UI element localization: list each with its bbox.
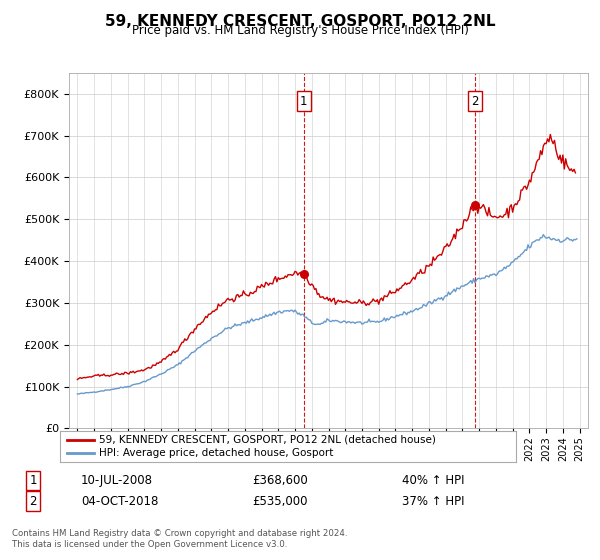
Text: £368,600: £368,600 xyxy=(252,474,308,487)
Text: 2: 2 xyxy=(29,494,37,508)
Text: 1: 1 xyxy=(29,474,37,487)
Text: 2: 2 xyxy=(471,95,479,108)
Text: 37% ↑ HPI: 37% ↑ HPI xyxy=(402,494,464,508)
Text: 10-JUL-2008: 10-JUL-2008 xyxy=(81,474,153,487)
Text: HPI: Average price, detached house, Gosport: HPI: Average price, detached house, Gosp… xyxy=(99,449,333,459)
Text: 04-OCT-2018: 04-OCT-2018 xyxy=(81,494,158,508)
Text: £535,000: £535,000 xyxy=(252,494,308,508)
Text: Contains HM Land Registry data © Crown copyright and database right 2024.
This d: Contains HM Land Registry data © Crown c… xyxy=(12,529,347,549)
Text: 1: 1 xyxy=(300,95,307,108)
Text: 40% ↑ HPI: 40% ↑ HPI xyxy=(402,474,464,487)
Text: 59, KENNEDY CRESCENT, GOSPORT, PO12 2NL (detached house): 59, KENNEDY CRESCENT, GOSPORT, PO12 2NL … xyxy=(99,435,436,445)
Text: Price paid vs. HM Land Registry's House Price Index (HPI): Price paid vs. HM Land Registry's House … xyxy=(131,24,469,37)
Text: 59, KENNEDY CRESCENT, GOSPORT, PO12 2NL: 59, KENNEDY CRESCENT, GOSPORT, PO12 2NL xyxy=(105,14,495,29)
